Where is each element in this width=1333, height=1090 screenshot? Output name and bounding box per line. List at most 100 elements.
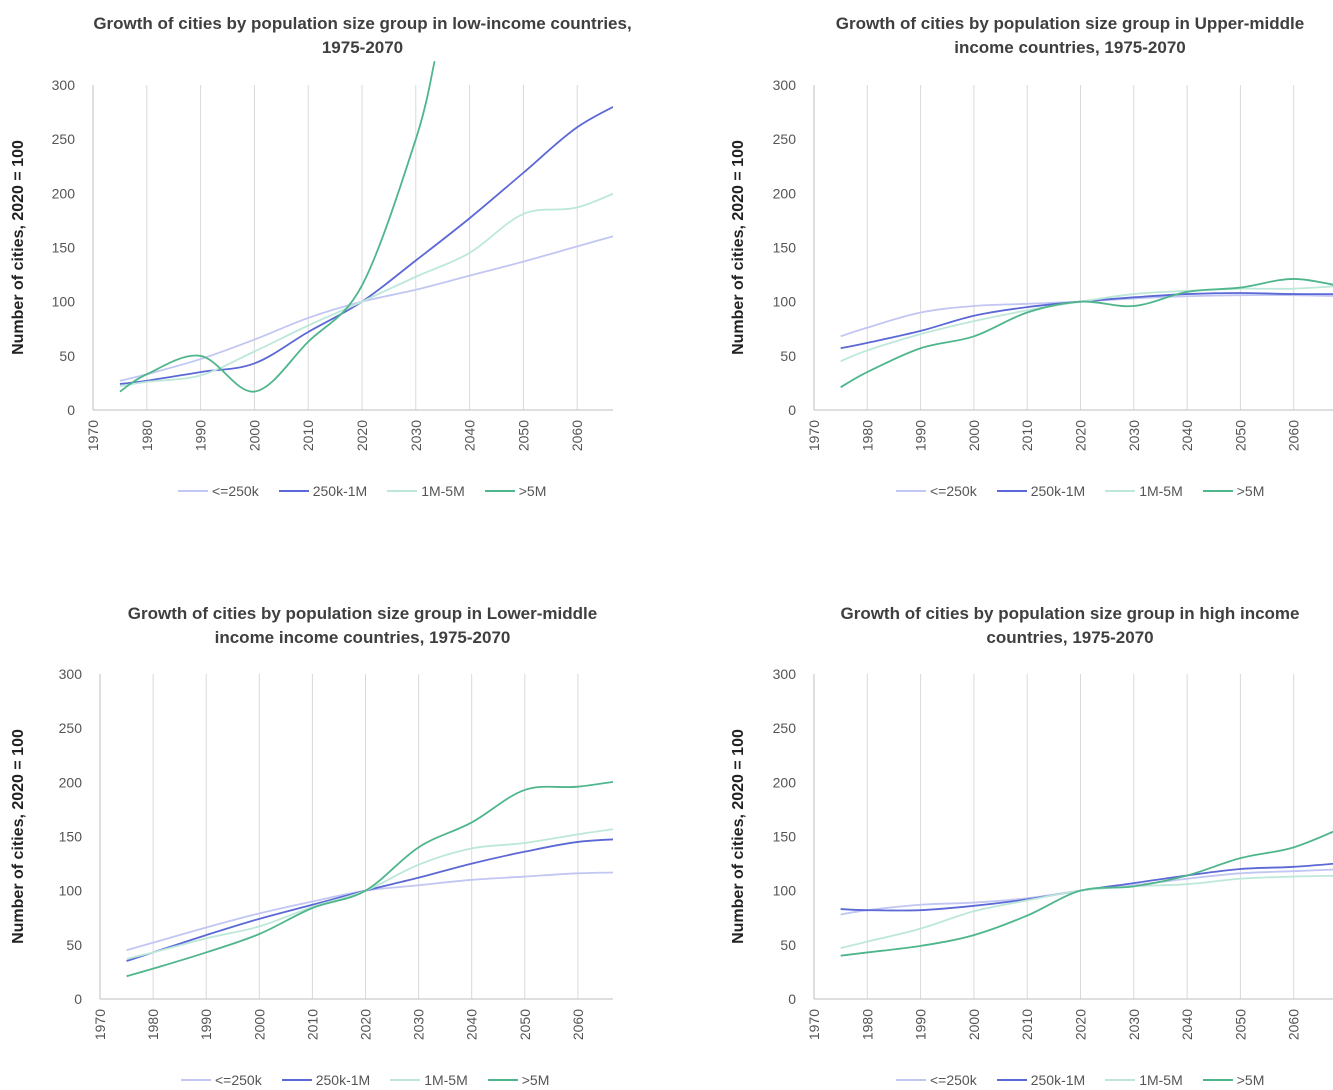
x-tick-label: 2020 [1073,1009,1089,1040]
legend-item: 250k-1M [281,1072,370,1088]
y-tick-label: 200 [59,774,83,790]
y-tick-label: 150 [773,240,797,256]
legend-swatch [996,490,1027,492]
x-tick-label: 2050 [517,1009,533,1040]
y-tick-label: 100 [773,294,797,310]
legend-label: <=250k [930,1072,977,1088]
y-tick-label: 200 [52,185,76,201]
y-axis-label: Number of cities, 2020 = 100 [10,729,27,944]
legend-swatch [390,1079,421,1081]
x-tick-label: 1980 [859,1009,875,1040]
y-tick-label: 0 [788,402,796,418]
chart-svg: 0 50 100 150 200 250 300 1970 1980 1990 2000 2010 20… [730,666,1333,1040]
legend-swatch [896,490,926,492]
y-tick-label: 100 [52,294,76,310]
series-line [119,192,613,388]
x-tick-label: 1990 [198,1009,214,1040]
series-line [126,828,613,960]
y-tick-label: 200 [773,185,797,201]
legend-label: <=250k [930,483,977,499]
x-tick-label: 1990 [913,1009,929,1040]
x-tick-label: 1980 [859,420,875,451]
chart-2: Growth of cities by population size grou… [720,0,1333,500]
y-tick-label: 300 [773,77,797,93]
x-tick-label: 2040 [1179,1009,1195,1040]
y-tick-label: 250 [773,131,797,147]
y-tick-label: 150 [59,829,83,845]
legend-swatch [1105,1079,1136,1081]
legend-label: >5M [1236,1072,1265,1088]
chart-svg: 0 50 100 150 200 250 300 1970 1980 1990 2000 2010 20… [10,60,613,451]
legend-label: >5M [521,1072,550,1088]
y-tick-label: 50 [66,937,82,953]
y-tick-label: 0 [67,402,75,418]
y-tick-label: 50 [59,348,75,364]
legend-label: 1M-5M [424,1072,468,1088]
legend-item: >5M [487,1072,550,1088]
chart-svg: 0 50 100 150 200 250 300 1970 1980 1990 2000 2010 20… [730,77,1333,451]
y-tick-label: 150 [52,240,76,256]
legend-label: 250k-1M [1030,1072,1086,1088]
x-tick-label: 2000 [966,1009,982,1040]
legend-label: 1M-5M [1139,483,1183,499]
legend: <=250k 250k-1M 1M-5M >5M [896,483,1264,499]
series-line [840,868,1333,916]
x-tick-label: 2000 [966,420,982,451]
legend-item: >5M [1202,483,1264,499]
x-tick-label: 1990 [913,420,929,451]
legend: <=250k 250k-1M 1M-5M >5M [178,483,546,499]
legend-label: 250k-1M [312,483,368,499]
legend-item: <=250k [181,1072,262,1088]
legend-swatch [996,1079,1027,1081]
y-tick-label: 300 [52,77,76,93]
x-tick-label: 2060 [569,420,585,451]
series-line [119,235,613,382]
legend-swatch [387,490,418,492]
legend-swatch [281,1079,312,1081]
x-tick-label: 1990 [193,420,209,451]
x-tick-label: 2040 [1179,420,1195,451]
legend-swatch [1202,490,1233,492]
chart-4: Growth of cities by population size grou… [720,590,1333,1090]
series-line [119,60,436,393]
x-tick-label: 2030 [411,1009,427,1040]
legend-swatch [487,1079,518,1081]
legend-swatch [896,1079,926,1081]
x-tick-label: 2000 [246,420,262,451]
series-line [840,862,1333,912]
x-tick-label: 2050 [515,420,531,451]
series-line [840,278,1333,389]
y-tick-label: 100 [59,883,83,899]
x-tick-label: 2010 [1019,1009,1035,1040]
legend-swatch [278,490,309,492]
legend-item: 1M-5M [1105,1072,1183,1088]
series-line [126,780,613,978]
legend-label: <=250k [212,483,259,499]
legend-item: 1M-5M [1105,483,1183,499]
chart-title: Growth of cities by population size grou… [127,604,598,647]
legend-swatch [1105,490,1136,492]
x-tick-label: 2050 [1232,420,1248,451]
y-tick-label: 50 [780,348,796,364]
y-axis-label: Number of cities, 2020 = 100 [730,140,747,355]
legend-label: <=250k [215,1072,262,1088]
series-line [840,830,1333,957]
x-tick-label: 2020 [1073,420,1089,451]
y-tick-label: 300 [773,666,797,682]
legend-swatch [484,490,515,492]
x-tick-label: 2010 [300,420,316,451]
x-tick-label: 1980 [139,420,155,451]
x-tick-label: 2060 [1286,420,1302,451]
x-tick-label: 2030 [408,420,424,451]
x-tick-label: 1970 [92,1009,108,1040]
x-tick-label: 2020 [354,420,370,451]
chart-3: Growth of cities by population size grou… [0,590,613,1090]
y-axis-label: Number of cities, 2020 = 100 [10,140,27,355]
legend-item: <=250k [896,483,977,499]
legend-item: 1M-5M [390,1072,468,1088]
x-tick-label: 2060 [570,1009,586,1040]
legend-swatch [1202,1079,1233,1081]
x-tick-label: 2050 [1232,1009,1248,1040]
y-tick-label: 250 [52,131,76,147]
x-tick-label: 2000 [251,1009,267,1040]
